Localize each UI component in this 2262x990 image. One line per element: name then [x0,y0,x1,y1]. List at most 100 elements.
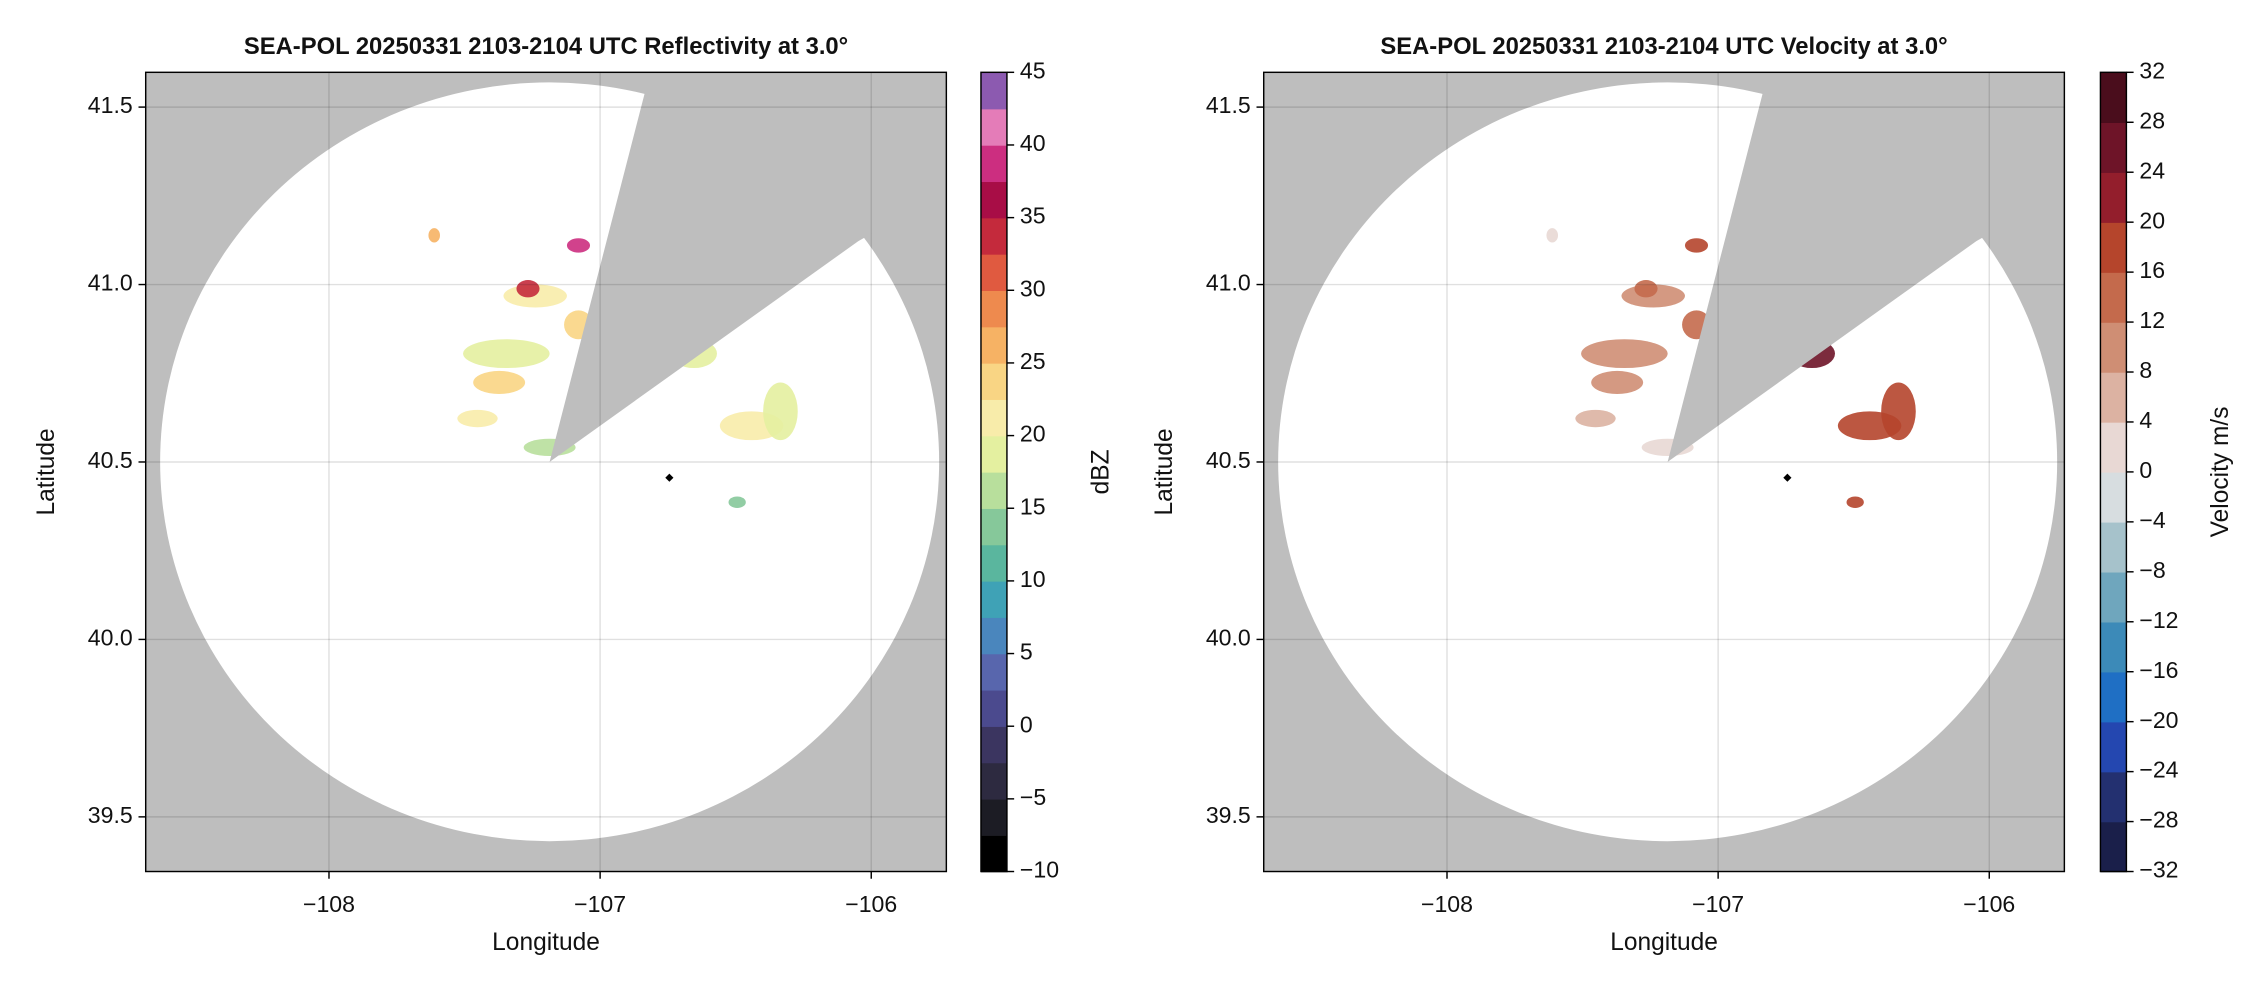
echo [728,496,746,508]
colorbar-swatch [2100,571,2127,623]
blocked-sector [549,72,947,462]
colorbar-swatch [980,653,1007,691]
colorbar-swatch [980,580,1007,618]
echo [1684,238,1709,253]
colorbar-tick-label: 0 [2139,457,2152,483]
colorbar-swatch [980,835,1007,873]
colorbar-label: dBZ [1088,449,1115,494]
panel: −108 −107 −106 39.5 40.0 40.5 41.0 41.5 SEA-POL … [33,33,1115,956]
colorbar-tick-label: 25 [1020,348,1046,374]
x-tick-label: −108 [303,891,355,917]
colorbar-tick-label: −10 [1020,857,1059,883]
axes-frame [144,71,948,873]
plot-area [1263,72,2065,872]
colorbar-tick-label: 16 [2139,257,2165,283]
colorbar-swatch [980,399,1007,437]
colorbar-tick-label: 20 [1020,421,1046,447]
colorbar-tick-label: 30 [1020,275,1046,301]
radar-site [1783,473,1792,482]
colorbar-tick-label: −32 [2139,857,2178,883]
colorbar-swatch [980,689,1007,727]
colorbar-tick-label: 40 [1020,130,1046,156]
colorbar-swatch [2100,372,2127,423]
x-tick-label: −106 [845,891,897,917]
colorbar-tick-label: 5 [1020,639,1033,665]
y-tick-label: 39.5 [1206,802,1251,828]
radar-site [665,473,674,482]
y-tick-label: 40.5 [1206,447,1251,473]
colorbar-tick-label: 8 [2139,357,2152,383]
colorbar-swatch [2100,222,2127,273]
colorbar-tick-label: 24 [2139,157,2165,183]
colorbar-tick-label: 0 [1020,711,1033,737]
colorbar-swatch [980,544,1007,582]
blocked-sector [1667,72,2065,462]
y-tick-label: 40.5 [88,447,133,473]
colorbar-tick-label: 15 [1020,493,1046,519]
colorbar-swatch [980,798,1007,836]
colorbar-swatch [2100,272,2127,323]
y-axis-label: Latitude [1151,428,1178,515]
colorbar-frame [980,71,1008,873]
colorbar-label: Velocity m/s [2207,407,2234,538]
colorbar-tick-label: −5 [1020,784,1046,810]
colorbar-tick-label: −24 [2139,757,2178,783]
echo [1846,496,1864,508]
colorbar-swatch [2100,771,2127,823]
colorbar-swatch [980,726,1007,764]
colorbar-swatch [2100,72,2127,123]
echo [428,228,440,243]
colorbar-tick-label: −20 [2139,707,2178,733]
colorbar-swatch [2100,172,2127,223]
echo [566,238,591,253]
y-tick-label: 40.0 [88,625,133,651]
echo [1581,339,1668,369]
echo [1546,228,1559,243]
colorbar-swatch [980,326,1007,364]
x-tick-label: −108 [1421,891,1473,917]
x-axis-label: Longitude [1610,929,1718,956]
echo [516,280,540,298]
y-tick-label: 39.5 [88,802,133,828]
colorbar-swatch [2100,322,2127,373]
chart-title: SEA-POL 20250331 2103-2104 UTC Reflectiv… [244,33,848,60]
echo [457,409,498,428]
colorbar-tick-label: 12 [2139,307,2165,333]
echo [1591,370,1644,395]
y-tick-label: 40.0 [1206,625,1251,651]
colorbar-swatch [2100,671,2127,723]
colorbar-swatch [2100,122,2127,173]
chart-title: SEA-POL 20250331 2103-2104 UTC Velocity … [1380,33,1947,60]
colorbar-tick-label: −4 [2139,507,2165,533]
colorbar-swatch [980,617,1007,655]
colorbar-swatch [2100,471,2127,523]
colorbar-swatch [2100,621,2127,673]
y-tick-label: 41.0 [88,270,133,296]
panel: −108 −107 −106 39.5 40.0 40.5 41.0 41.5 SEA-POL … [1151,33,2234,956]
colorbar-swatch [980,435,1007,473]
colorbar-tick-label: 35 [1020,203,1046,229]
colorbar-swatch [980,508,1007,546]
colorbar-tick-label: 32 [2139,57,2165,83]
x-axis-label: Longitude [492,929,600,956]
colorbar-swatch [980,217,1007,255]
echo [1881,382,1916,441]
echo [1575,409,1616,428]
x-tick-label: −107 [574,891,626,917]
colorbar-tick-label: −28 [2139,807,2178,833]
colorbar-swatch [980,72,1007,110]
colorbar-tick-label: 20 [2139,207,2165,233]
colorbar-tick-label: −12 [2139,607,2178,633]
colorbar-swatch [980,253,1007,292]
colorbar-tick-label: 4 [2139,407,2152,433]
colorbar-swatch [2100,821,2127,873]
echo [1634,280,1658,298]
y-tick-label: 41.5 [88,92,133,118]
axes-frame [1262,71,2066,873]
colorbar-swatch [980,144,1007,183]
colorbar-tick-label: −16 [2139,657,2178,683]
colorbar-swatch [980,108,1007,146]
echo [473,370,526,395]
colorbar-swatch [980,290,1007,328]
